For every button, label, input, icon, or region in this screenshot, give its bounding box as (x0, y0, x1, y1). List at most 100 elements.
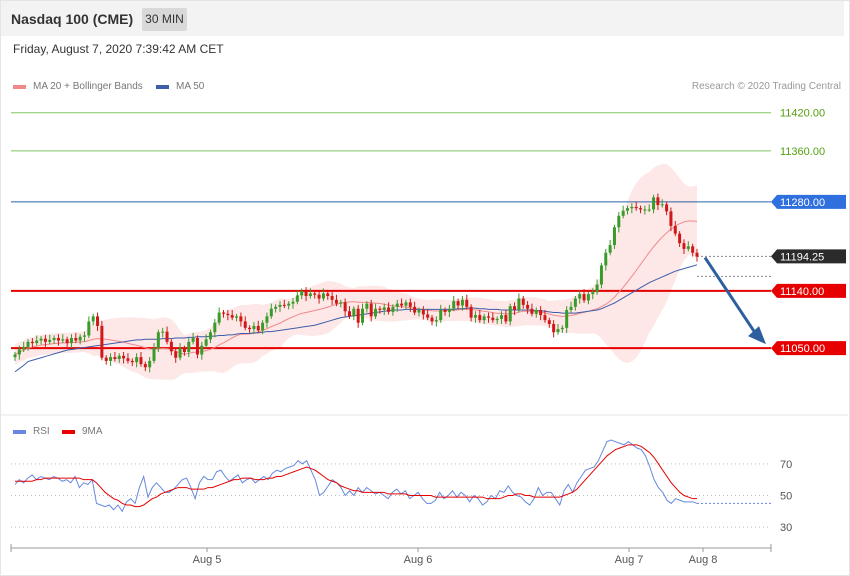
candle (495, 316, 499, 324)
candle (74, 332, 78, 344)
candle-body (630, 206, 634, 209)
timeframe-button[interactable]: 30 MIN (142, 8, 187, 31)
candle (573, 296, 577, 311)
candle (287, 301, 291, 310)
candle-body (608, 245, 612, 253)
candle (543, 310, 547, 323)
candle-body (226, 313, 230, 316)
candle-body (295, 295, 299, 302)
candle-body (617, 215, 621, 228)
candle-body (169, 341, 173, 352)
candle (660, 199, 664, 208)
candle (625, 205, 629, 215)
candle (652, 194, 656, 214)
candle-body (65, 339, 69, 344)
candle (87, 316, 91, 338)
candle (195, 335, 199, 359)
moving-average-layer (14, 220, 698, 373)
candle-body (35, 340, 39, 344)
candle (374, 303, 378, 319)
candle-body (469, 306, 473, 318)
candle-body (465, 299, 469, 307)
candle (452, 296, 456, 312)
candle (569, 301, 573, 313)
candle-body (552, 324, 556, 333)
candle (447, 304, 451, 317)
candles-layer (13, 193, 699, 373)
candle-body (287, 303, 291, 306)
candle (22, 341, 26, 352)
candle-body (239, 316, 243, 322)
candle (526, 301, 530, 314)
header-bar: Nasdaq 100 (CME) 30 MIN (1, 1, 844, 36)
candle-body (304, 290, 308, 296)
candle-body (586, 294, 590, 301)
candle-body (187, 341, 191, 352)
candle-body (321, 293, 325, 299)
candle-body (526, 304, 530, 309)
candle-body (330, 296, 334, 300)
candle (621, 205, 625, 219)
candle-body (508, 306, 512, 322)
candle-body (361, 308, 365, 323)
forecast-arrow-shaft (703, 256, 758, 336)
candle-body (404, 302, 408, 306)
candle-body (460, 299, 464, 306)
candle-body (274, 306, 278, 309)
candle-body (682, 243, 686, 249)
candle-body (208, 332, 212, 340)
candle (65, 336, 69, 347)
candle (439, 304, 443, 323)
candle (248, 325, 252, 333)
candle-body (634, 206, 638, 209)
bollinger-band (15, 163, 697, 380)
candle-body (252, 325, 256, 330)
candle (656, 193, 660, 211)
candle (430, 315, 434, 326)
candle-body (126, 358, 130, 361)
candle-body (113, 357, 117, 359)
candle-body (56, 338, 60, 341)
level-tag-11140.00 (771, 283, 846, 298)
candle-body (591, 292, 595, 295)
candle-body (556, 329, 560, 333)
levels-layer (11, 112, 771, 350)
candle (460, 296, 464, 311)
candle (482, 313, 486, 324)
candle-body (582, 294, 586, 301)
candle-body (195, 338, 199, 355)
candle-body (278, 304, 282, 307)
candle (608, 240, 612, 256)
candle (222, 310, 226, 318)
candle-body (100, 325, 104, 358)
candle (539, 306, 543, 321)
candle-body (109, 357, 113, 361)
candle-body (612, 227, 616, 246)
candle-body (148, 360, 152, 368)
candle-body (91, 316, 95, 322)
candle-body (222, 312, 226, 314)
candle-body (269, 308, 273, 317)
candle-body (96, 316, 100, 326)
candle-body (326, 293, 330, 296)
candle (473, 311, 477, 323)
candle-body (686, 246, 690, 249)
level-label-11360.00: 11360.00 (780, 146, 825, 158)
x-tick-label: Aug 7 (615, 554, 644, 566)
candle (513, 302, 517, 316)
candle-body (22, 346, 26, 350)
candle (413, 301, 417, 316)
level-tag-text-11280.00: 11280.00 (780, 197, 825, 209)
candle (565, 306, 569, 333)
legend-swatch-ma50 (156, 84, 169, 89)
candle-body (230, 315, 234, 318)
candle (552, 320, 556, 338)
candle-body (660, 204, 664, 206)
candle-body (530, 308, 534, 314)
candle (408, 298, 412, 312)
candle-body (261, 322, 265, 331)
candle-body (352, 308, 356, 317)
candle-body (443, 310, 447, 312)
candle-body (669, 211, 673, 226)
